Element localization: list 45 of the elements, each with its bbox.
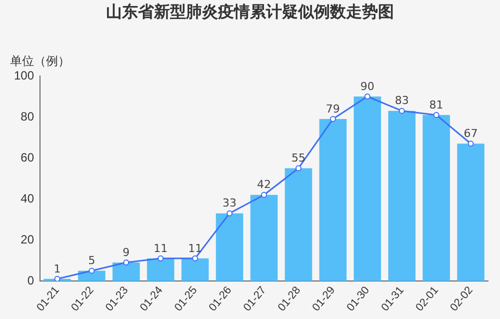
data-label: 55 [291, 152, 306, 165]
bar [216, 213, 244, 281]
point [468, 140, 474, 147]
bar [112, 262, 140, 281]
point [158, 255, 164, 262]
data-label: 90 [360, 80, 374, 93]
y-tick-label: 100 [14, 68, 34, 82]
bar [146, 258, 174, 281]
y-axis-title: 单位（例） [10, 54, 70, 68]
bar [422, 114, 450, 281]
chart-title: 山东省新型肺炎疫情累计疑似例数走势图 [105, 2, 395, 23]
data-label: 42 [257, 178, 272, 192]
point [295, 165, 302, 172]
point [123, 260, 130, 266]
point [226, 210, 233, 216]
bar [388, 110, 416, 281]
data-label: 9 [122, 246, 130, 259]
point [398, 108, 405, 114]
data-label: 81 [429, 98, 444, 112]
bar [181, 258, 209, 281]
y-tick-label: 80 [20, 109, 34, 124]
point [54, 276, 60, 281]
data-label: 11 [154, 242, 168, 255]
data-label: 1 [54, 262, 61, 276]
point [192, 255, 198, 262]
point [330, 116, 336, 122]
data-label: 67 [464, 126, 478, 140]
y-tick-label: 0 [27, 273, 34, 288]
bar [250, 194, 278, 281]
point [433, 112, 440, 118]
bar [354, 96, 382, 281]
y-tick-label: 40 [20, 191, 34, 206]
data-label: 11 [188, 242, 202, 255]
point [364, 93, 370, 100]
point [261, 192, 268, 198]
data-label: 5 [88, 254, 96, 268]
bar [319, 119, 347, 281]
data-label: 79 [326, 102, 340, 116]
y-tick-label: 60 [20, 150, 34, 164]
bar [284, 168, 312, 281]
point [88, 268, 95, 274]
data-label: 33 [222, 196, 237, 210]
bar [457, 144, 484, 281]
data-label: 83 [394, 94, 409, 108]
y-tick-label: 20 [20, 232, 34, 246]
